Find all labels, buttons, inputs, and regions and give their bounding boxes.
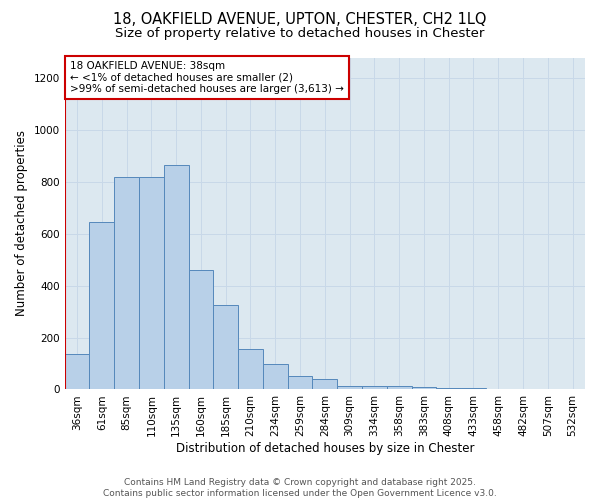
Text: 18 OAKFIELD AVENUE: 38sqm
← <1% of detached houses are smaller (2)
>99% of semi-: 18 OAKFIELD AVENUE: 38sqm ← <1% of detac… [70,61,344,94]
Bar [114,177,139,390]
Text: 18, OAKFIELD AVENUE, UPTON, CHESTER, CH2 1LQ: 18, OAKFIELD AVENUE, UPTON, CHESTER, CH2… [113,12,487,28]
X-axis label: Distribution of detached houses by size in Chester: Distribution of detached houses by size … [176,442,474,455]
Bar [214,305,238,390]
Bar [387,386,412,390]
Text: Size of property relative to detached houses in Chester: Size of property relative to detached ho… [115,28,485,40]
Bar [89,222,114,390]
Bar [263,364,287,390]
Bar [238,350,263,390]
Bar [412,387,436,390]
Bar [164,165,188,390]
Bar [188,270,214,390]
Bar [461,388,486,390]
Y-axis label: Number of detached properties: Number of detached properties [15,130,28,316]
Text: Contains HM Land Registry data © Crown copyright and database right 2025.
Contai: Contains HM Land Registry data © Crown c… [103,478,497,498]
Bar [65,354,89,390]
Bar [337,386,362,390]
Bar [436,388,461,390]
Bar [287,376,313,390]
Bar [139,177,164,390]
Bar [486,388,511,390]
Bar [362,386,387,390]
Bar [313,379,337,390]
